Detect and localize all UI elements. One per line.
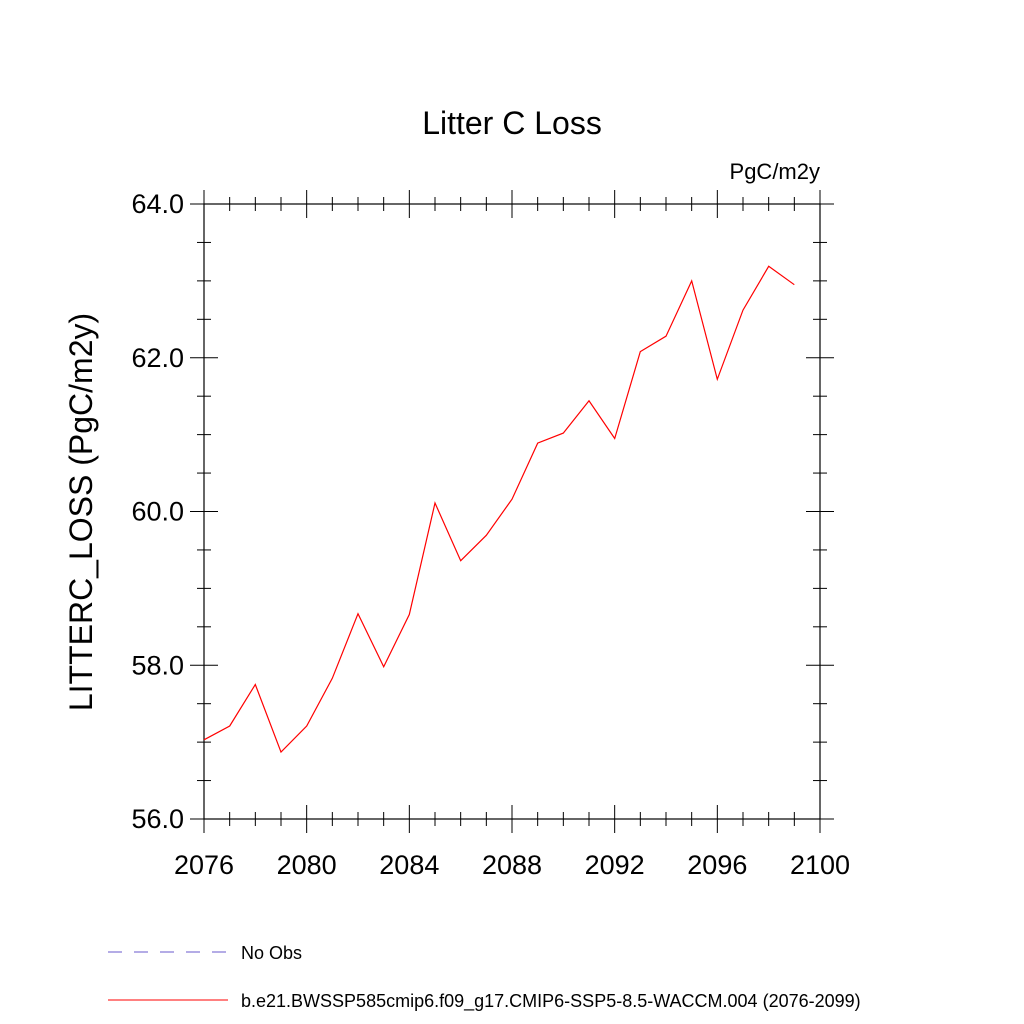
data-point [767,265,770,268]
units-label: PgC/m2y [730,159,820,184]
data-point [639,350,642,353]
axis-ticks [190,190,834,833]
data-point [280,751,283,754]
x-tick-label: 2076 [174,850,234,880]
axis-tick-labels: 2076 2080 2084 2088 2092 2096 2100 56.0 58.0 60.0… [131,189,850,880]
chart-title: Litter C Loss [422,105,602,141]
legend-label: No Obs [241,943,302,963]
x-tick-label: 2092 [585,850,645,880]
x-tick-label: 2096 [687,850,747,880]
legend: No Obs b.e21.BWSSP585cmip6.f09_g17.CMIP6-… [108,943,861,1012]
data-point [357,612,360,615]
data-point [793,283,796,286]
data-point [690,279,693,282]
data-point [459,559,462,562]
data-point [408,613,411,616]
data-point [228,724,231,727]
data-point [511,498,514,501]
x-tick-label: 2088 [482,850,542,880]
y-tick-label: 58.0 [131,650,184,680]
x-tick-label: 2080 [277,850,337,880]
y-tick-label: 62.0 [131,343,184,373]
y-axis-label: LITTERC_LOSS (PgC/m2y) [63,313,99,711]
x-tick-label: 2084 [379,850,439,880]
data-point [434,502,437,505]
data-point [305,724,308,727]
data-point [613,437,616,440]
data-point [331,677,334,680]
data-point [742,309,745,312]
data-point [382,665,385,668]
series-line [203,265,795,754]
legend-label: b.e21.BWSSP585cmip6.f09_g17.CMIP6-SSP5-8… [241,991,861,1012]
data-point [562,432,565,435]
data-point [203,738,206,741]
x-tick-label: 2100 [790,850,850,880]
data-point [588,399,591,402]
y-tick-label: 60.0 [131,497,184,527]
data-point [665,335,668,338]
y-tick-label: 56.0 [131,804,184,834]
data-point [254,683,257,686]
y-tick-label: 64.0 [131,189,184,219]
data-point [716,378,719,381]
series-group [203,265,796,754]
data-point [485,534,488,537]
data-point [536,442,539,445]
plot-frame [203,203,821,820]
